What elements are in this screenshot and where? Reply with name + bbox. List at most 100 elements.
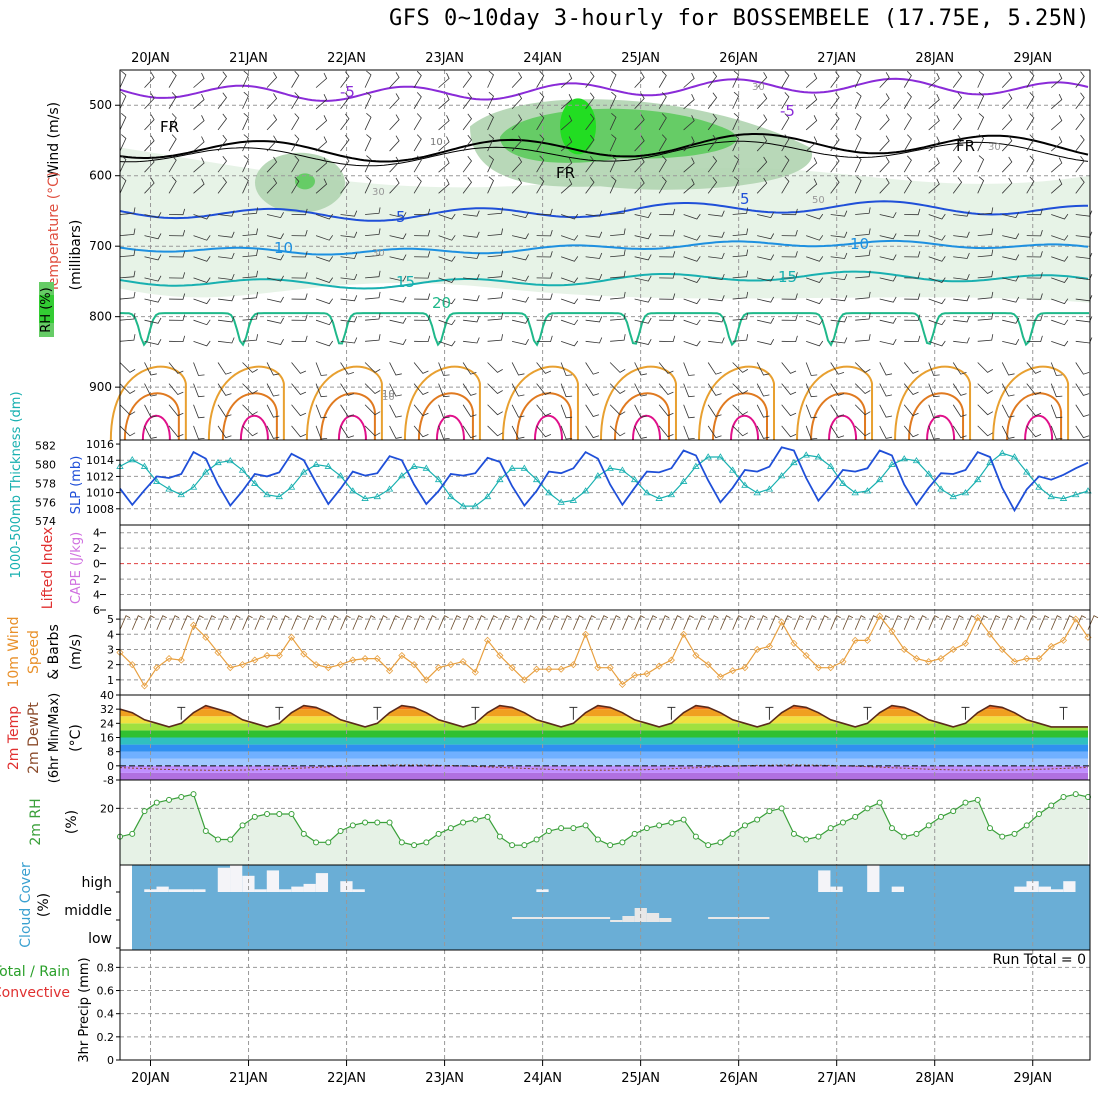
wind-barb	[193, 235, 211, 241]
rh-marker	[594, 836, 601, 843]
contour-warm-lobe	[599, 365, 677, 441]
thickness-marker	[324, 462, 333, 469]
wind-barb	[830, 231, 848, 238]
wind-barb	[732, 334, 749, 342]
wind-speed-marker	[238, 661, 247, 669]
wind-speed-marker	[484, 636, 492, 644]
wind-barb	[168, 362, 184, 374]
ylabel-wind10m: 10m Wind	[6, 616, 22, 687]
wind-speed-marker	[1059, 636, 1068, 644]
wind-barb	[242, 404, 258, 416]
contour-label: -5	[780, 102, 795, 120]
contour-warm-lobe	[828, 414, 858, 441]
wind-barb	[1026, 176, 1035, 194]
wind-barb	[585, 177, 595, 194]
date-label-bottom: 29JAN	[1013, 1071, 1052, 1086]
wind-barb	[463, 295, 480, 302]
wind-barb	[830, 337, 848, 344]
wind-barb	[781, 272, 798, 279]
rh-marker	[839, 819, 846, 826]
thickness-marker	[998, 449, 1006, 456]
wind-barb	[242, 155, 249, 173]
wind-speed-marker	[900, 645, 908, 654]
wind-barb	[879, 404, 893, 418]
thickness-marker	[655, 494, 663, 501]
wind-barb	[732, 383, 748, 394]
wind-barb	[903, 404, 919, 417]
wind-barb	[315, 425, 328, 440]
cloud-high-bar	[156, 886, 169, 892]
rh-marker	[827, 825, 834, 832]
temp-maxmin-bar	[275, 706, 284, 720]
rh-marker	[472, 816, 479, 823]
wind-barb	[659, 314, 676, 321]
wind-barb	[805, 72, 818, 88]
wind-barb	[1050, 72, 1063, 88]
wind-barb	[217, 383, 232, 396]
wind-barb-10m	[205, 615, 216, 630]
date-label-bottom: 25JAN	[621, 1071, 660, 1086]
wind-barb	[389, 212, 407, 219]
wind-barb	[781, 134, 790, 152]
wind-barb	[879, 362, 893, 376]
thickness-marker	[177, 491, 185, 498]
thickness-marker	[459, 502, 467, 509]
wind-barb	[266, 72, 278, 88]
wind-barb	[904, 272, 921, 279]
rh-area-bright	[560, 98, 596, 155]
wind-barb	[413, 383, 429, 395]
wind-barb	[659, 229, 676, 237]
wind-barb	[487, 91, 494, 109]
wind-speed-marker	[410, 661, 418, 669]
wind-barb	[315, 256, 334, 262]
wind-barb	[1026, 314, 1043, 321]
wind-barb	[1050, 383, 1063, 398]
cloud-middle-bar	[646, 913, 660, 922]
wind-barb-10m	[450, 615, 462, 630]
contour-warm-lobe	[908, 392, 965, 441]
thickness-marker	[839, 479, 847, 486]
wind-barb-10m	[1001, 615, 1013, 630]
wind-barb-10m	[438, 615, 449, 630]
date-label-top: 26JAN	[719, 51, 758, 66]
rh-marker	[300, 830, 307, 837]
wind-barb	[536, 176, 545, 194]
wind-barb	[365, 207, 381, 215]
wind-barb	[266, 233, 284, 240]
wind-barb	[585, 316, 603, 323]
ylabel-cloud-units: (%)	[36, 893, 52, 917]
wind-barb	[462, 113, 473, 131]
wind-barb	[732, 291, 749, 300]
date-label-top: 28JAN	[915, 51, 954, 66]
wind-barb	[193, 94, 205, 110]
wind-barb	[438, 235, 456, 241]
thickness-tick-label: 580	[35, 459, 56, 472]
wind-barb	[463, 252, 480, 259]
wind-barb	[512, 254, 529, 261]
wind-speed-marker	[1010, 658, 1019, 666]
wind-barb	[414, 229, 431, 237]
wind-speed-marker	[655, 662, 663, 670]
wind-barb	[144, 275, 162, 282]
contour-label: 50	[812, 195, 825, 206]
wind-barb	[168, 176, 177, 194]
wind-barb	[879, 156, 890, 173]
wind-speed-marker	[1047, 642, 1055, 650]
wind-barb	[879, 254, 897, 261]
thickness-marker	[606, 464, 614, 471]
temp-maxmin-bar	[471, 706, 480, 720]
wind-barb	[634, 317, 652, 324]
thickness-marker	[630, 475, 639, 483]
wind-speed-marker	[729, 667, 737, 675]
wind-barb	[389, 177, 400, 194]
wind-barb	[438, 136, 450, 152]
wind-barb	[266, 296, 284, 303]
wind-barb	[193, 256, 211, 262]
wind-barb	[1026, 155, 1035, 173]
wind-barb-10m	[769, 615, 780, 630]
wind-barb	[389, 233, 407, 240]
wind-barb	[756, 114, 768, 131]
wind-barb	[438, 157, 450, 173]
wind-barb-10m	[499, 615, 511, 630]
wind-barb-10m	[278, 615, 290, 630]
